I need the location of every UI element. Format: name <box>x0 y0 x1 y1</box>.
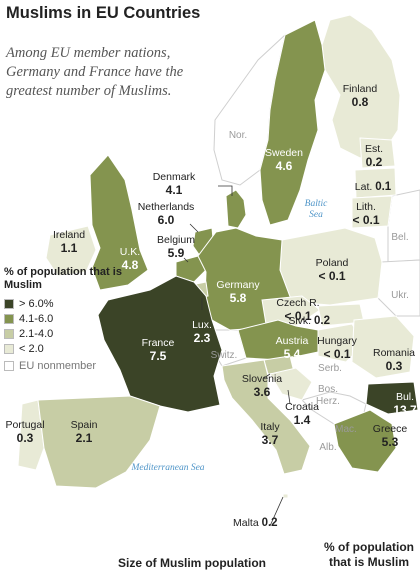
leader-line <box>269 496 284 527</box>
legend-label: 4.1-6.0 <box>19 312 54 325</box>
legend-item: < 2.0 <box>4 341 124 356</box>
country-label: Portugal 0.3 <box>5 419 44 445</box>
country-label: Germany 5.8 <box>216 279 260 305</box>
country-label: Czech R. < 0.1 <box>276 297 319 323</box>
map-title: Muslims in EU Countries <box>6 4 201 22</box>
country-shape <box>37 395 161 489</box>
water-label: Baltic Sea <box>305 199 328 220</box>
nonmember-label: Serb. <box>318 363 342 374</box>
country-shape <box>175 255 207 283</box>
water-label: Mediterranean Sea <box>130 463 204 473</box>
nonmember-label: Bel. <box>391 232 408 243</box>
country-shape <box>351 315 415 379</box>
footer-size-label: Size of Muslim population <box>118 556 266 570</box>
country-label: Bul. 13.7 <box>393 391 417 417</box>
country-shape <box>261 295 321 327</box>
legend-title: % of population that is Muslim <box>4 266 122 291</box>
country-label: Spain 2.1 <box>71 419 98 445</box>
legend-label: > 6.0% <box>19 297 54 310</box>
legend-item: 4.1-6.0 <box>4 311 124 326</box>
country-label: Netherlands 6.0 <box>138 201 195 227</box>
nonmember-label: Herz. <box>316 396 340 407</box>
country-label: Belgium 5.9 <box>157 234 195 260</box>
nonmember-label: Ukr. <box>391 290 409 301</box>
country-shape <box>351 195 393 229</box>
country-label: Croatia 1.4 <box>285 401 319 427</box>
legend-swatch <box>4 298 14 309</box>
country-shape <box>97 275 223 413</box>
country-shape <box>89 154 149 291</box>
country-shape <box>221 359 311 475</box>
label-layer: Finland 0.8 Sweden 4.6 Est. 0.2 Lat. 0.1 Lith. <… <box>5 83 417 529</box>
country-label: Est. 0.2 <box>365 143 383 169</box>
nonmember-label: Switz. <box>211 350 238 361</box>
country-label: Hungary < 0.1 <box>317 335 357 361</box>
country-label: Austria 5.4 <box>276 335 309 361</box>
legend-swatch <box>4 343 14 354</box>
legend-label: < 2.0 <box>19 342 44 355</box>
country-label: Lith. < 0.1 <box>352 201 379 227</box>
legend-swatch <box>4 313 14 324</box>
country-label: Slovenia 3.6 <box>242 373 282 399</box>
nonmember-country-shape <box>377 259 420 317</box>
country-label: Poland < 0.1 <box>316 257 349 283</box>
country-label: Finland 0.8 <box>343 83 378 109</box>
country-shape <box>354 167 397 199</box>
country-shape <box>259 19 326 226</box>
leader-line <box>287 389 291 405</box>
country-shape <box>365 381 419 415</box>
legend-swatch <box>4 360 14 371</box>
leader-line <box>183 257 189 263</box>
country-shape <box>282 493 289 499</box>
country-label: Lux. 2.3 <box>192 319 212 345</box>
country-label: Lat. 0.1 <box>355 181 392 193</box>
country-label: Slvk. 0.2 <box>288 315 330 327</box>
leader-line <box>263 373 271 379</box>
country-shape <box>359 137 396 169</box>
country-label: Greece 5.3 <box>373 423 408 449</box>
country-label: U.K. 4.8 <box>120 246 140 272</box>
nonmember-label: Nor. <box>229 130 247 141</box>
leader-line <box>218 185 233 196</box>
nonmember-label: Alb. <box>319 442 336 453</box>
legend-item-nonmember: EU nonmember <box>4 358 124 373</box>
country-shape <box>333 409 397 473</box>
country-label: Italy 3.7 <box>260 421 280 447</box>
footer-percent-label: % of population that is Muslim <box>324 540 414 569</box>
leader-line <box>189 223 199 233</box>
legend-label: 2.1-4.0 <box>19 327 54 340</box>
legend-item: 2.1-4.0 <box>4 326 124 341</box>
land-layer <box>17 14 420 499</box>
country-shape <box>269 367 313 401</box>
legend: % of population that is Muslim > 6.0% 4.… <box>4 266 124 373</box>
nonmember-country-shape <box>387 189 420 263</box>
country-shape <box>45 225 97 277</box>
nonmember-label: Bos. <box>318 384 338 395</box>
country-label: France 7.5 <box>142 337 175 363</box>
country-label: Romania 0.3 <box>373 347 415 373</box>
country-label: Malta 0.2 <box>233 517 278 529</box>
country-shape <box>225 189 247 229</box>
country-label: Ireland 1.1 <box>53 229 85 255</box>
legend-item: > 6.0% <box>4 296 124 311</box>
country-label: Denmark 4.1 <box>153 171 196 197</box>
country-label: Sweden 4.6 <box>265 147 303 173</box>
country-shape <box>17 399 45 471</box>
legend-label: EU nonmember <box>19 359 97 372</box>
legend-swatch <box>4 328 14 339</box>
nonmember-label: Mac. <box>335 424 357 435</box>
map-subtitle: Among EU member nations, Germany and Fra… <box>6 45 184 99</box>
